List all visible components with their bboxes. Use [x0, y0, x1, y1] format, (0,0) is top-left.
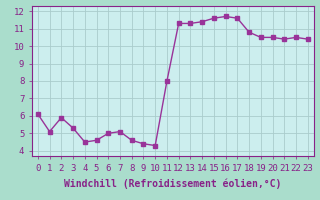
X-axis label: Windchill (Refroidissement éolien,°C): Windchill (Refroidissement éolien,°C): [64, 178, 282, 189]
